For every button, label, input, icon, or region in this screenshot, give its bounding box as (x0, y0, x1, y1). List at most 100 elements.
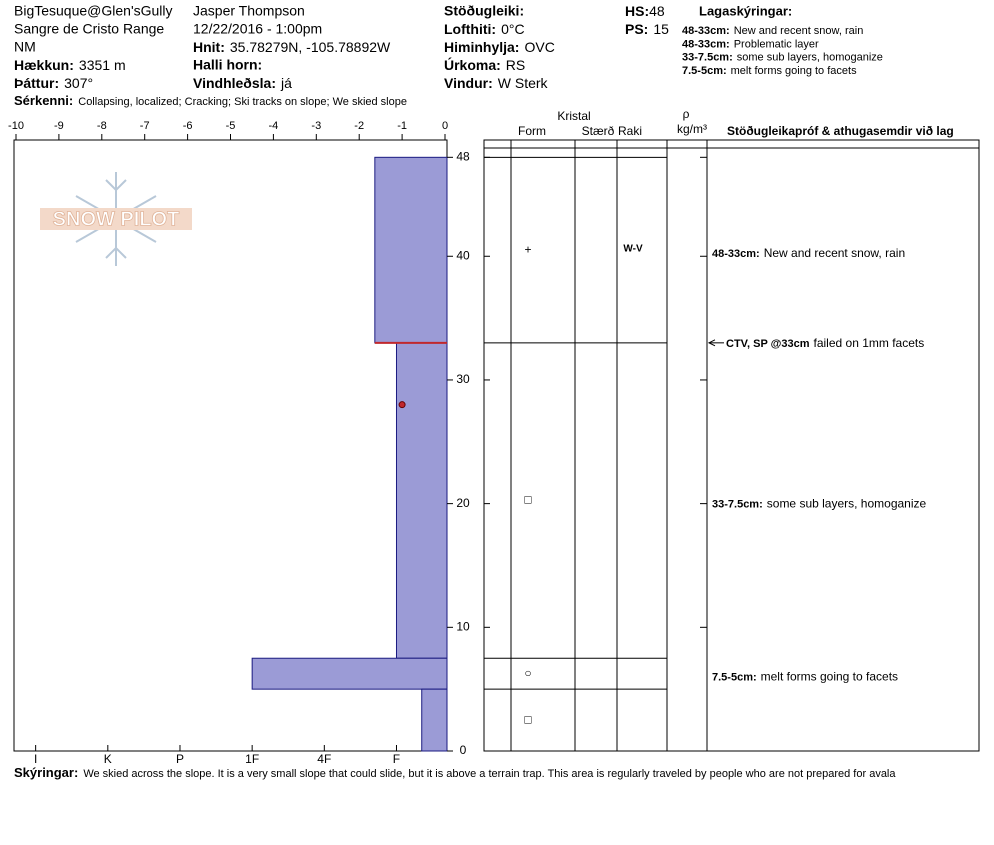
label: Himinhylja: (444, 39, 519, 55)
logo-band (40, 208, 192, 230)
hs: HS:48 (625, 3, 665, 19)
observer: Jasper Thompson (193, 3, 305, 19)
label: Þáttur: (14, 75, 59, 91)
y-tick-label: 48 (456, 149, 470, 163)
label: Lofthiti: (444, 21, 496, 37)
temp-tick-label: -9 (54, 120, 64, 132)
value: 48 (649, 3, 665, 19)
note-range: 33-7.5cm: (682, 52, 733, 64)
label: HS: (625, 3, 649, 19)
test-arrowhead (707, 339, 716, 347)
col-header: Stöðugleikapróf & athugasemdir við lag (727, 124, 954, 138)
value: 35.78279N, -105.78892W (230, 39, 391, 55)
value: já (280, 75, 292, 91)
crystal-form: □ (524, 712, 531, 726)
aspect: Þáttur: 307° (14, 75, 93, 91)
col-header: ρ (683, 107, 690, 121)
crystal-form: + (524, 242, 531, 256)
location: BigTesuque@Glen'sGully (14, 3, 173, 19)
y-tick-label: 40 (456, 248, 470, 262)
comment-range: 7.5-5cm: (712, 672, 757, 684)
test-label: CTV, SP @33cm (726, 338, 810, 350)
temp-tick-label: 0 (442, 120, 448, 132)
ps: PS: 15 (625, 21, 669, 37)
temp-tick-label: -6 (183, 120, 193, 132)
slope: Halli horn: (193, 57, 262, 73)
value: RS (506, 57, 525, 73)
coords: Hnit: 35.78279N, -105.78892W (193, 39, 391, 55)
layer-comment: 7.5-5cm: melt forms going to facets (712, 670, 898, 684)
y-tick-label: 30 (456, 372, 470, 386)
table-columns (510, 140, 708, 751)
test-text: CTV, SP @33cm failed on 1mm facets (726, 336, 924, 350)
note-range: 48-33cm: (682, 38, 730, 50)
y-tick-label: 10 (456, 619, 470, 633)
temp-tick-label: -10 (8, 120, 24, 132)
wetness: W-V (623, 244, 643, 255)
note-text: some sub layers, homoganize (737, 52, 883, 64)
y-tick-label: 20 (456, 496, 470, 510)
sky: Himinhylja: OVC (444, 39, 555, 55)
layer-bar (251, 657, 448, 690)
layer-bar (421, 688, 448, 752)
label: Vindur: (444, 75, 493, 91)
features: Sérkenni: Collapsing, localized; Cracking… (14, 93, 407, 108)
table-frame (483, 139, 980, 752)
temp-tick-label: -7 (140, 120, 150, 132)
col-header: Form (518, 124, 546, 138)
comment-text: melt forms going to facets (761, 670, 898, 684)
note-text: Problematic layer (734, 38, 819, 50)
label: Úrkoma: (444, 56, 501, 73)
datetime: 12/22/2016 - 1:00pm (193, 21, 322, 37)
state: NM (14, 39, 36, 55)
temp-tick-label: -1 (397, 120, 407, 132)
col-header: Raki (618, 124, 642, 138)
crystal-form: ○ (524, 666, 531, 680)
label: Skýringar: (14, 765, 78, 780)
elevation: Hækkun: 3351 m (14, 57, 126, 73)
layer-notes: 48-33cm: New and recent snow, rain48-33cm… (682, 25, 883, 77)
footer: Skýringar: We skied across the slope. It … (14, 765, 896, 780)
layer-comment: 48-33cm: New and recent snow, rain (712, 246, 905, 260)
hardness-tick-label: F (393, 752, 400, 766)
stability: Stöðugleiki: (444, 3, 524, 19)
hardness-tick-label: K (104, 752, 112, 766)
label: Hækkun: (14, 57, 74, 73)
note-text: New and recent snow, rain (734, 25, 864, 37)
temp-tick-label: -2 (354, 120, 364, 132)
y-tick-label: 0 (460, 743, 467, 757)
text: We skied across the slope. It is a very … (83, 768, 896, 780)
logo-flake (105, 246, 127, 259)
layer-bar (374, 156, 448, 344)
col-header: kg/m³ (677, 122, 707, 136)
precip: Úrkoma: RS (444, 56, 525, 73)
temp-tick-label: -4 (269, 120, 279, 132)
test-note: failed on 1mm facets (814, 336, 925, 350)
layer-note: 48-33cm: Problematic layer (682, 38, 819, 50)
value: OVC (524, 39, 554, 55)
wind-loading: Vindhleðsla: já (193, 75, 292, 91)
hardness-tick-label: I (34, 752, 37, 766)
comment-text: New and recent snow, rain (764, 246, 905, 260)
wind: Vindur: W Sterk (444, 75, 549, 91)
temp-tick-label: -3 (311, 120, 321, 132)
comment-range: 48-33cm: (712, 248, 760, 260)
layer-note: 33-7.5cm: some sub layers, homoganize (682, 52, 883, 64)
col-header: Stærð (582, 124, 615, 138)
comment-range: 33-7.5cm: (712, 498, 763, 510)
layer-comment: 33-7.5cm: some sub layers, homoganize (712, 497, 927, 511)
hardness-tick-label: 1F (245, 752, 259, 766)
note-range: 48-33cm: (682, 25, 730, 37)
col-header: Kristal (557, 109, 590, 123)
value: 15 (653, 21, 669, 37)
value: 3351 m (79, 57, 126, 73)
temp-tick-label: -5 (226, 120, 236, 132)
logo-flake (105, 179, 127, 192)
note-range: 7.5-5cm: (682, 65, 727, 77)
label: Hnit: (193, 39, 225, 55)
crystal-form: □ (524, 493, 531, 507)
logo-text: SNOW PILOT (53, 208, 180, 230)
table-header: Kristal Form Stærð Raki ρ kg/m³ Stöðugle… (518, 107, 954, 138)
label: Sérkenni: (14, 93, 73, 108)
